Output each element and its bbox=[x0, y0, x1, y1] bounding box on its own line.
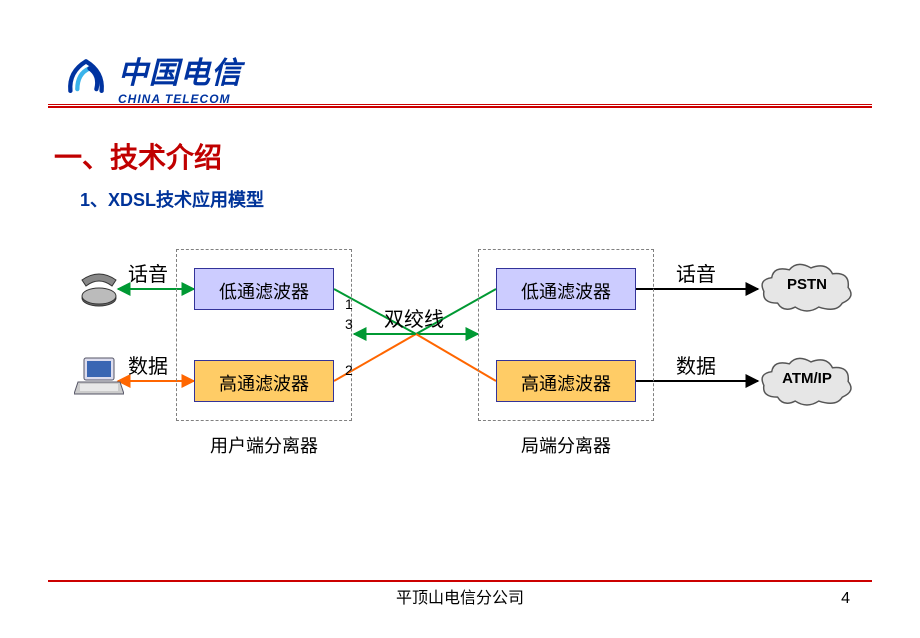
num-1: 1 bbox=[345, 296, 353, 312]
atmip-cloud: ATM/IP bbox=[758, 356, 856, 408]
highpass-right-label: 高通滤波器 bbox=[521, 374, 611, 394]
page-number: 4 bbox=[841, 590, 850, 608]
num-2: 2 bbox=[345, 362, 353, 378]
highpass-right: 高通滤波器 bbox=[496, 360, 636, 402]
twisted-pair-label: 双绞线 bbox=[384, 303, 444, 332]
lowpass-right: 低通滤波器 bbox=[496, 268, 636, 310]
footer-rule bbox=[48, 580, 872, 582]
footer-company: 平顶山电信分公司 bbox=[0, 584, 920, 608]
num-3: 3 bbox=[345, 316, 353, 332]
lowpass-left-label: 低通滤波器 bbox=[219, 282, 309, 302]
co-splitter-label: 局端分离器 bbox=[478, 432, 654, 458]
highpass-left-label: 高通滤波器 bbox=[219, 374, 309, 394]
atmip-label: ATM/IP bbox=[758, 356, 856, 387]
voice-label-right: 话音 bbox=[676, 258, 716, 287]
pstn-label: PSTN bbox=[758, 262, 856, 293]
lowpass-left: 低通滤波器 bbox=[194, 268, 334, 310]
telephone-icon bbox=[78, 268, 120, 313]
user-splitter-label: 用户端分离器 bbox=[176, 432, 352, 458]
data-label-left: 数据 bbox=[128, 350, 168, 379]
laptop-icon bbox=[74, 356, 124, 403]
voice-label-left: 话音 bbox=[128, 258, 168, 287]
pstn-cloud: PSTN bbox=[758, 262, 856, 314]
data-label-right: 数据 bbox=[676, 350, 716, 379]
highpass-left: 高通滤波器 bbox=[194, 360, 334, 402]
diagram-lines bbox=[0, 0, 920, 638]
lowpass-right-label: 低通滤波器 bbox=[521, 282, 611, 302]
